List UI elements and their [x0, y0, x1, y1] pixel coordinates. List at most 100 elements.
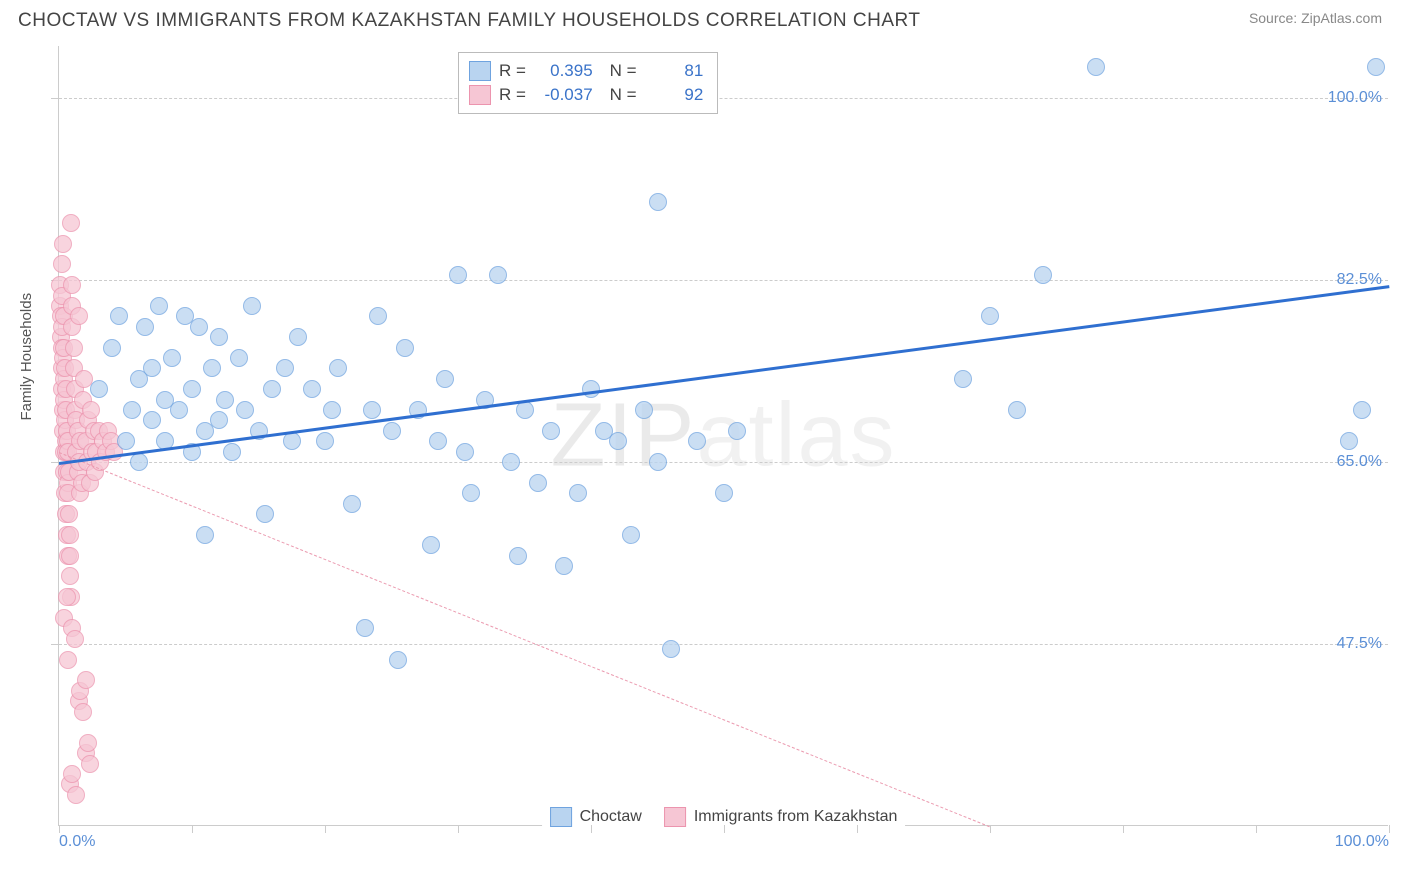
- scatter-point-a: [103, 339, 121, 357]
- scatter-point-a: [715, 484, 733, 502]
- legend-item: Immigrants from Kazakhstan: [664, 807, 898, 827]
- scatter-point-a: [662, 640, 680, 658]
- scatter-point-a: [383, 422, 401, 440]
- scatter-point-a: [356, 619, 374, 637]
- legend-item: Choctaw: [550, 807, 642, 827]
- scatter-point-a: [436, 370, 454, 388]
- scatter-point-a: [163, 349, 181, 367]
- scatter-point-a: [150, 297, 168, 315]
- x-tick-label: 100.0%: [1335, 833, 1389, 851]
- scatter-point-b: [82, 401, 100, 419]
- y-tick-label: 100.0%: [1328, 89, 1382, 107]
- scatter-point-a: [223, 443, 241, 461]
- scatter-point-a: [216, 391, 234, 409]
- plot-area: ZIPatlas ChoctawImmigrants from Kazakhst…: [58, 46, 1388, 826]
- scatter-point-a: [1087, 58, 1105, 76]
- scatter-point-a: [243, 297, 261, 315]
- scatter-point-b: [67, 786, 85, 804]
- scatter-point-a: [489, 266, 507, 284]
- stats-box: R = 0.395 N = 81R = -0.037 N = 92: [458, 52, 718, 114]
- scatter-point-a: [462, 484, 480, 502]
- x-tick: [1123, 825, 1124, 833]
- scatter-point-a: [123, 401, 141, 419]
- scatter-point-a: [1367, 58, 1385, 76]
- scatter-point-a: [343, 495, 361, 513]
- y-tick-label: 47.5%: [1337, 635, 1382, 653]
- scatter-point-a: [389, 651, 407, 669]
- scatter-point-b: [53, 255, 71, 273]
- scatter-point-b: [59, 651, 77, 669]
- stats-text: R = -0.037 N = 92: [499, 83, 703, 107]
- scatter-point-a: [555, 557, 573, 575]
- scatter-point-a: [263, 380, 281, 398]
- y-tick: [51, 462, 59, 463]
- scatter-point-a: [529, 474, 547, 492]
- x-tick: [591, 825, 592, 833]
- scatter-point-a: [542, 422, 560, 440]
- x-tick: [1389, 825, 1390, 833]
- scatter-point-a: [236, 401, 254, 419]
- scatter-point-a: [422, 536, 440, 554]
- scatter-point-a: [190, 318, 208, 336]
- legend-label: Choctaw: [580, 808, 642, 826]
- scatter-point-b: [74, 703, 92, 721]
- scatter-point-a: [649, 453, 667, 471]
- x-tick: [724, 825, 725, 833]
- scatter-point-a: [954, 370, 972, 388]
- scatter-point-a: [143, 359, 161, 377]
- scatter-point-a: [635, 401, 653, 419]
- scatter-point-a: [1353, 401, 1371, 419]
- scatter-point-a: [509, 547, 527, 565]
- scatter-point-b: [77, 671, 95, 689]
- stats-text: R = 0.395 N = 81: [499, 59, 703, 83]
- chart-area: Family Households ZIPatlas ChoctawImmigr…: [18, 46, 1388, 846]
- stats-row: R = -0.037 N = 92: [469, 83, 703, 107]
- scatter-point-b: [58, 588, 76, 606]
- scatter-point-a: [323, 401, 341, 419]
- scatter-point-a: [429, 432, 447, 450]
- scatter-point-a: [210, 411, 228, 429]
- y-tick: [51, 98, 59, 99]
- scatter-point-a: [196, 526, 214, 544]
- y-tick-label: 65.0%: [1337, 453, 1382, 471]
- gridline: [59, 462, 1388, 463]
- scatter-point-a: [1008, 401, 1026, 419]
- legend-swatch: [664, 807, 686, 827]
- series-legend: Choctaw Immigrants from Kazakhstan: [542, 807, 906, 827]
- scatter-point-a: [203, 359, 221, 377]
- stats-row: R = 0.395 N = 81: [469, 59, 703, 83]
- scatter-point-a: [449, 266, 467, 284]
- scatter-point-a: [117, 432, 135, 450]
- legend-label: Immigrants from Kazakhstan: [694, 808, 898, 826]
- legend-swatch: [550, 807, 572, 827]
- scatter-point-a: [396, 339, 414, 357]
- scatter-point-b: [70, 307, 88, 325]
- scatter-point-b: [63, 276, 81, 294]
- y-tick: [51, 644, 59, 645]
- scatter-point-a: [183, 380, 201, 398]
- scatter-point-a: [210, 328, 228, 346]
- scatter-point-a: [1034, 266, 1052, 284]
- scatter-point-a: [170, 401, 188, 419]
- stats-swatch: [469, 61, 491, 81]
- source-label: Source: ZipAtlas.com: [1249, 10, 1382, 26]
- x-tick: [192, 825, 193, 833]
- scatter-point-b: [61, 526, 79, 544]
- x-tick: [458, 825, 459, 833]
- gridline: [59, 98, 1388, 99]
- scatter-point-a: [688, 432, 706, 450]
- scatter-point-a: [502, 453, 520, 471]
- chart-title: CHOCTAW VS IMMIGRANTS FROM KAZAKHSTAN FA…: [18, 10, 921, 32]
- x-tick: [1256, 825, 1257, 833]
- gridline: [59, 280, 1388, 281]
- scatter-point-b: [66, 630, 84, 648]
- scatter-point-a: [649, 193, 667, 211]
- scatter-point-b: [61, 547, 79, 565]
- scatter-point-a: [276, 359, 294, 377]
- scatter-point-a: [369, 307, 387, 325]
- x-tick-label: 0.0%: [59, 833, 95, 851]
- x-tick: [325, 825, 326, 833]
- scatter-point-a: [316, 432, 334, 450]
- scatter-point-b: [65, 339, 83, 357]
- scatter-point-a: [569, 484, 587, 502]
